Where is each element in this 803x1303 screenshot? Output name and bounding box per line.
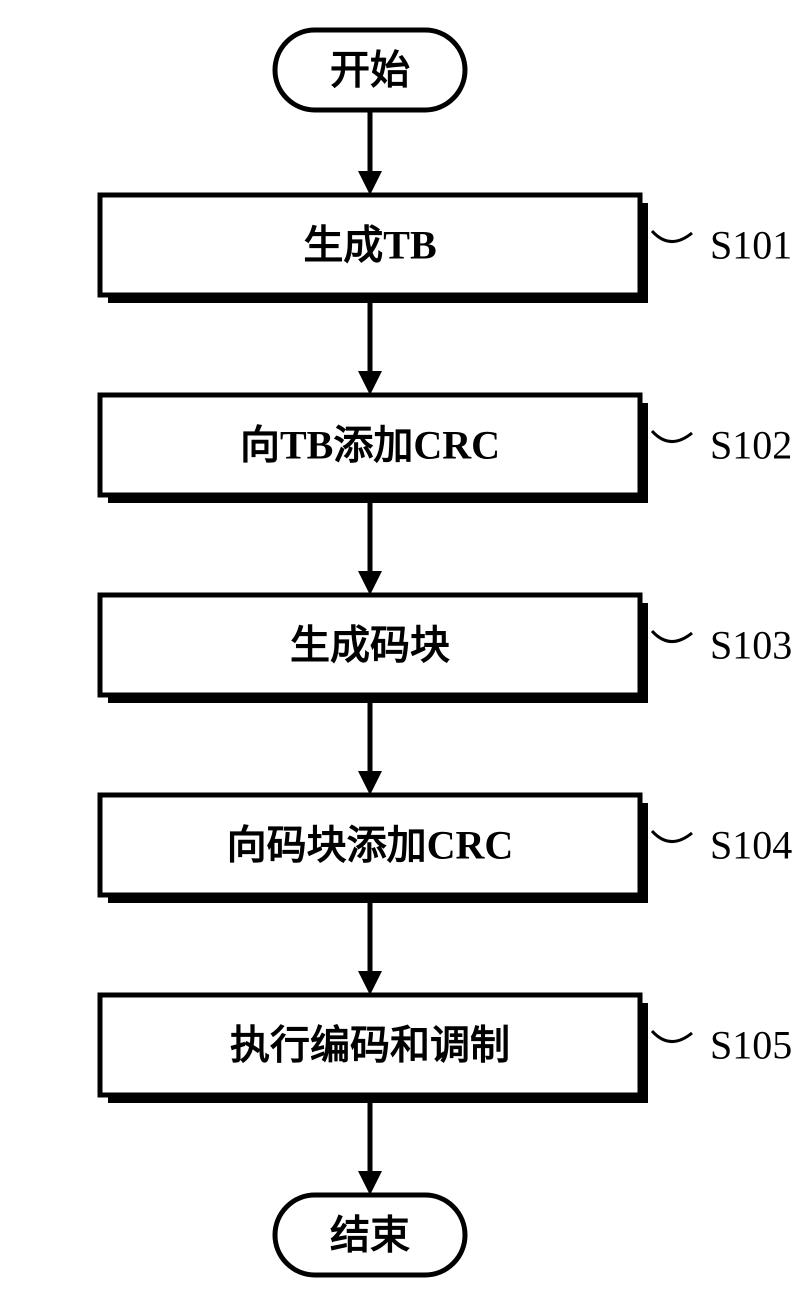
step-s105-label: 执行编码和调制 — [230, 1023, 510, 1068]
arrow-2 — [358, 495, 382, 595]
step-s101-label: 生成TB — [303, 223, 436, 268]
step-s102-label: 向TB添加CRC — [240, 423, 500, 468]
step-s102-tag-connector — [652, 431, 692, 442]
step-s105-tag-connector — [652, 1031, 692, 1042]
step-s105: 执行编码和调制 S105 — [100, 995, 792, 1103]
step-s104-tag-connector — [652, 831, 692, 842]
step-s104-label: 向码块添加CRC — [227, 823, 514, 868]
step-s102-tag: S102 — [710, 423, 792, 468]
step-s103-label: 生成码块 — [290, 623, 450, 668]
arrow-0 — [358, 110, 382, 195]
step-s102: 向TB添加CRC S102 — [100, 395, 792, 503]
end-terminator: 结束 — [275, 1195, 465, 1275]
step-s103-tag: S103 — [710, 623, 792, 668]
step-s101: 生成TB S101 — [100, 195, 792, 303]
flowchart-canvas: 生成TB S101 向TB添加CRC S102 生成码块 S103 向码块添加CRC S104… — [0, 0, 803, 1303]
step-s101-tag: S101 — [710, 223, 792, 268]
step-s101-tag-connector — [652, 231, 692, 242]
end-terminator-label: 结束 — [330, 1213, 410, 1258]
arrow-5 — [358, 1095, 382, 1195]
step-s104: 向码块添加CRC S104 — [100, 795, 792, 903]
step-s105-tag: S105 — [710, 1023, 792, 1068]
step-s103-tag-connector — [652, 631, 692, 642]
start-terminator: 开始 — [275, 30, 465, 110]
arrow-3 — [358, 695, 382, 795]
step-s103: 生成码块 S103 — [100, 595, 792, 703]
start-terminator-label: 开始 — [330, 48, 410, 93]
arrow-1 — [358, 295, 382, 395]
step-s104-tag: S104 — [710, 823, 792, 868]
arrow-4 — [358, 895, 382, 995]
